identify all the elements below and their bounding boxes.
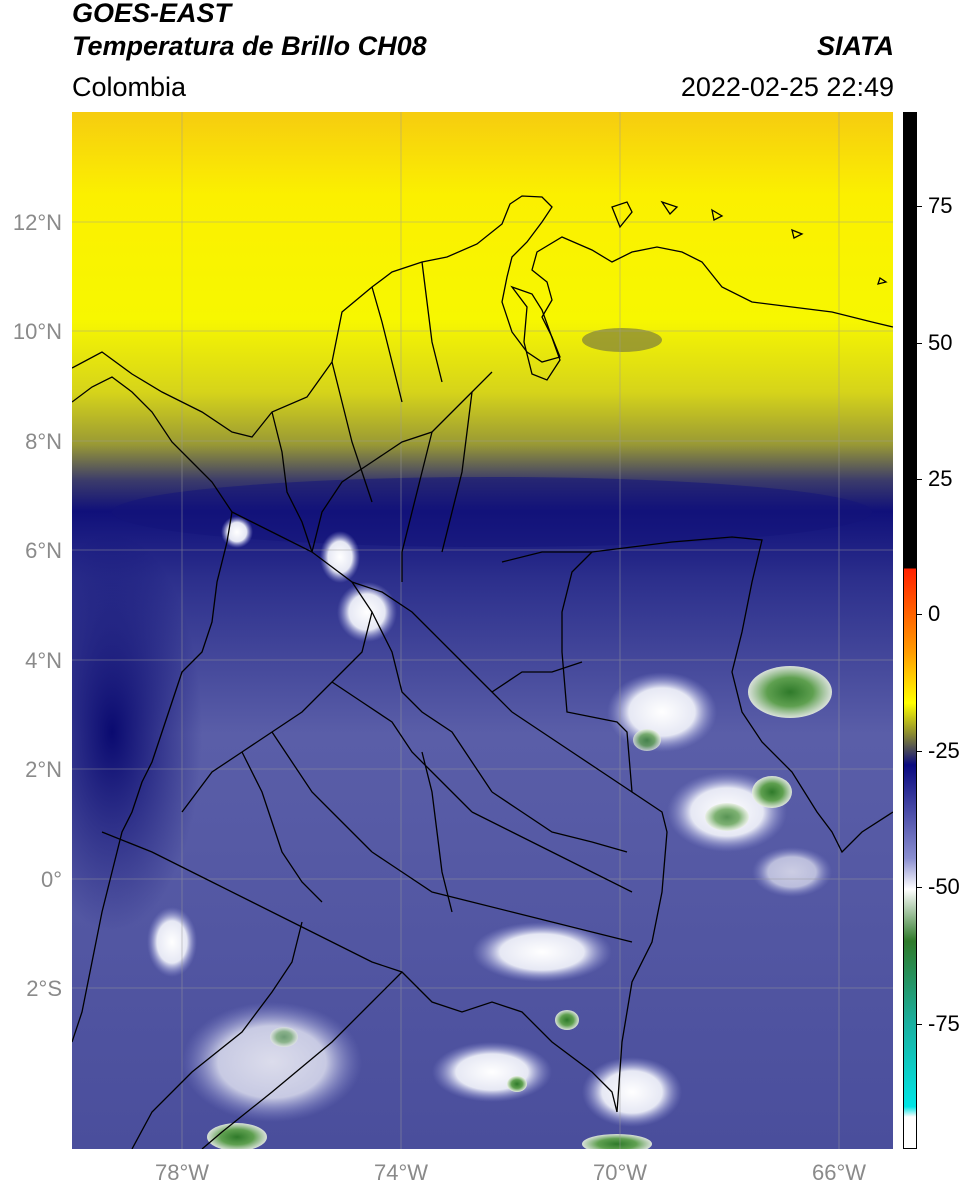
cold-cloud-top [207,1123,267,1149]
colorbar-label: 25 [928,466,953,491]
brightness-field [72,112,893,1149]
colorbar-label: -75 [928,1011,960,1036]
boundaries [72,195,893,1149]
colorbar [903,112,917,1149]
lat-label: 6°N [25,538,62,563]
cold-cloud-top [748,666,832,718]
dark-region-west [72,532,202,932]
colorbar-tick [917,479,922,480]
cloud-patch [337,582,397,642]
cloud-patch [472,922,612,982]
cloud-patch [432,1042,552,1102]
brand-label: SIATA [817,31,894,61]
cloud-patch [752,847,832,897]
lon-label: 74°W [373,1160,429,1185]
title-line-2: Temperatura de Brillo CH08 [72,31,427,61]
region-label: Colombia [72,72,187,102]
colorbar-label: 0 [928,601,941,626]
colorbar-tick [917,206,922,207]
cloud-patch [182,1002,362,1122]
lat-label: 2°N [25,757,62,782]
lat-label: 10°N [12,319,62,344]
colorbar-tick [917,1024,922,1025]
lat-label: 12°N [12,210,62,235]
colorbar-tick [917,614,922,615]
colorbar-label: 75 [928,193,953,218]
colorbar-label: -50 [928,874,960,899]
cold-cloud-top [633,729,661,751]
cold-cloud-top [555,1010,579,1030]
cloud-patch [221,516,253,548]
lat-label: 4°N [25,648,62,673]
lat-label: 0° [40,867,62,892]
colorbar-label: 50 [928,330,953,355]
cloud-patch [607,672,717,752]
lat-label: 2°S [26,976,62,1001]
cloud-patch [147,907,197,977]
dark-patch [582,328,662,352]
dark-band [112,477,872,547]
lon-label: 70°W [592,1160,648,1185]
cold-cloud-top [507,1076,527,1092]
colorbar-tick [917,751,922,752]
cold-cloud-top [705,803,749,831]
datetime-label: 2022-02-25 22:49 [680,72,894,102]
cold-cloud-top [582,1134,652,1149]
colorbar-tick [917,343,922,344]
cold-cloud-top [270,1027,298,1047]
colorbar-label: -25 [928,738,960,763]
graticule [72,112,893,1149]
cloud-patch [320,531,360,583]
lon-label: 66°W [811,1160,867,1185]
colorbar-tick [917,887,922,888]
satellite-map [72,112,893,1149]
cold-cloud-top [752,776,792,808]
cloud-patch [582,1057,682,1127]
map-svg [72,112,893,1149]
title-line-1: GOES-EAST [72,0,232,28]
lat-label: 8°N [25,429,62,454]
lon-label: 78°W [154,1160,210,1185]
